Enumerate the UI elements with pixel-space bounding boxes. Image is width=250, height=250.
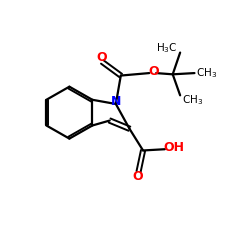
Text: OH: OH: [164, 142, 185, 154]
Text: O: O: [149, 65, 160, 78]
Text: CH$_3$: CH$_3$: [196, 66, 217, 80]
Text: O: O: [96, 51, 106, 64]
Text: CH$_3$: CH$_3$: [182, 93, 203, 107]
Text: H$_3$C: H$_3$C: [156, 41, 178, 55]
Text: N: N: [111, 95, 121, 108]
Text: O: O: [133, 170, 143, 183]
